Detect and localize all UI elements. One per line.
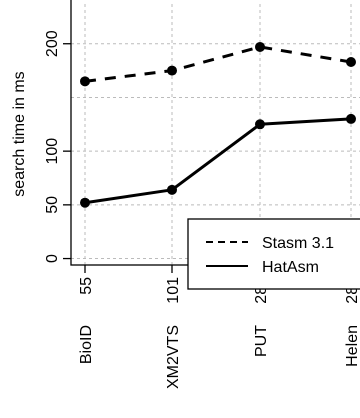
- series-line-stasm: [84, 45, 352, 83]
- legend: Stasm 3.1 HatAsm: [187, 218, 360, 290]
- x-tick-label-count: 101: [165, 277, 182, 304]
- data-point: [255, 41, 265, 52]
- legend-box: [187, 218, 360, 290]
- x-tick-label-name: XM2VTS: [165, 325, 182, 389]
- legend-label-stasm: Stasm 3.1: [262, 235, 334, 252]
- data-point: [255, 119, 265, 130]
- data-point: [346, 113, 356, 124]
- legend-label-hatasm: HatAsm: [262, 259, 319, 276]
- data-point: [80, 197, 90, 208]
- x-tick-label-name: Helen: [344, 325, 360, 367]
- data-point: [167, 184, 177, 195]
- series-group: [80, 41, 356, 208]
- x-tick-label-name: BioID: [78, 325, 95, 364]
- series-line-hatasm: [84, 117, 352, 205]
- y-tick-label: 0: [44, 254, 61, 263]
- x-tick-label-name: PUT: [253, 325, 270, 357]
- data-point: [346, 57, 356, 67]
- y-tick-label: 200: [44, 30, 61, 57]
- y-axis-label: search time in ms: [11, 71, 28, 196]
- data-point: [80, 76, 90, 87]
- y-tick-label: 50: [44, 196, 61, 214]
- data-point: [167, 65, 177, 76]
- x-tick-label-count: 55: [78, 277, 95, 295]
- y-tick-label: 100: [44, 138, 61, 165]
